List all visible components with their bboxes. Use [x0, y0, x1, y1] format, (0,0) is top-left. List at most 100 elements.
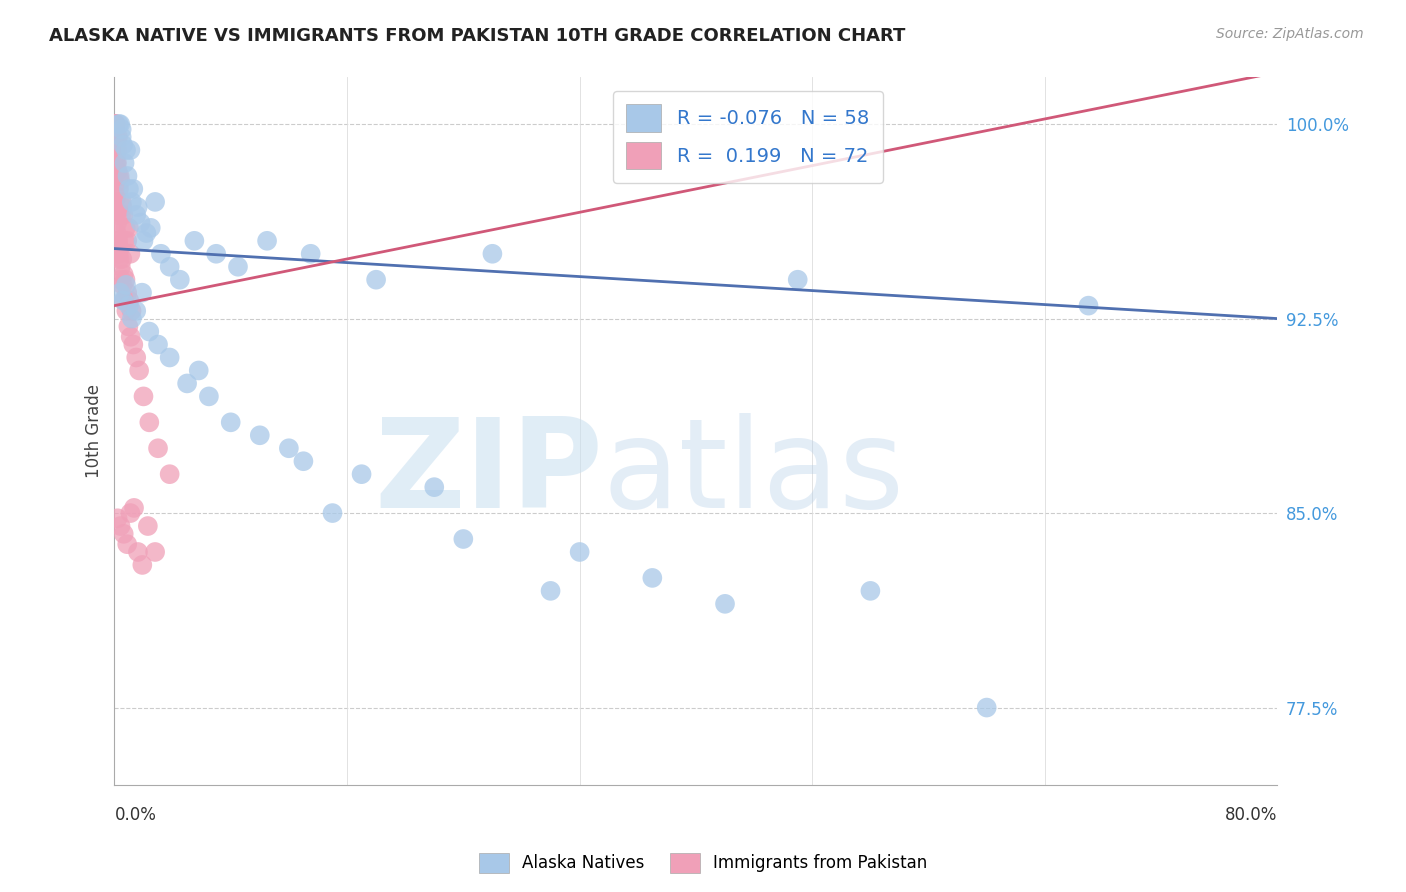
Point: [714, 597, 737, 611]
Point: [107, 246, 129, 260]
Point: [122, 500, 145, 515]
Point: [138, 325, 160, 339]
Y-axis label: 10th Grade: 10th Grade: [86, 384, 103, 478]
Point: [104, 130, 127, 145]
Point: [105, 143, 128, 157]
Point: [107, 130, 129, 145]
Point: [122, 337, 145, 351]
Point: [256, 234, 278, 248]
Point: [249, 428, 271, 442]
Point: [159, 467, 181, 482]
Point: [121, 194, 143, 209]
Point: [111, 252, 134, 266]
Point: [138, 415, 160, 429]
Point: [129, 216, 152, 230]
Point: [146, 337, 169, 351]
Point: [104, 156, 127, 170]
Point: [115, 537, 138, 551]
Point: [114, 234, 136, 248]
Point: [131, 285, 153, 300]
Legend: Alaska Natives, Immigrants from Pakistan: Alaska Natives, Immigrants from Pakistan: [472, 847, 934, 880]
Point: [568, 545, 591, 559]
Point: [117, 319, 139, 334]
Point: [107, 163, 129, 178]
Point: [125, 351, 148, 365]
Point: [187, 363, 209, 377]
Point: [110, 285, 132, 300]
Point: [115, 303, 138, 318]
Point: [108, 182, 131, 196]
Point: [108, 252, 131, 266]
Point: [107, 117, 129, 131]
Point: [149, 246, 172, 260]
Point: [110, 273, 132, 287]
Point: [183, 234, 205, 248]
Point: [110, 208, 132, 222]
Point: [112, 526, 135, 541]
Point: [127, 200, 149, 214]
Point: [110, 519, 132, 533]
Point: [540, 583, 562, 598]
Point: [105, 216, 128, 230]
Point: [277, 442, 299, 456]
Point: [453, 532, 475, 546]
Point: [112, 268, 135, 282]
Point: [143, 194, 166, 209]
Point: [115, 234, 138, 248]
Point: [107, 234, 129, 248]
Point: [110, 174, 132, 188]
Point: [115, 285, 138, 300]
Point: [641, 571, 664, 585]
Point: [117, 169, 139, 183]
Point: [132, 389, 155, 403]
Point: [104, 117, 127, 131]
Point: [104, 122, 127, 136]
Point: [108, 169, 131, 183]
Point: [364, 273, 387, 287]
Point: [127, 545, 149, 559]
Point: [111, 277, 134, 292]
Point: [120, 143, 142, 157]
Point: [110, 260, 132, 274]
Point: [423, 480, 446, 494]
Legend: R = -0.076   N = 58, R =  0.199   N = 72: R = -0.076 N = 58, R = 0.199 N = 72: [613, 91, 883, 183]
Point: [104, 117, 127, 131]
Point: [118, 182, 141, 196]
Point: [112, 208, 135, 222]
Point: [159, 351, 181, 365]
Point: [125, 303, 148, 318]
Point: [120, 506, 142, 520]
Point: [299, 246, 322, 260]
Point: [110, 117, 132, 131]
Point: [114, 156, 136, 170]
Point: [104, 137, 127, 152]
Point: [121, 303, 143, 318]
Point: [105, 226, 128, 240]
Point: [107, 169, 129, 183]
Text: 80.0%: 80.0%: [1225, 806, 1278, 824]
Point: [219, 415, 242, 429]
Point: [111, 130, 134, 145]
Point: [114, 220, 136, 235]
Point: [105, 156, 128, 170]
Point: [104, 143, 127, 157]
Point: [111, 194, 134, 209]
Point: [136, 519, 159, 533]
Point: [115, 143, 138, 157]
Point: [118, 293, 141, 308]
Point: [120, 246, 142, 260]
Point: [139, 220, 162, 235]
Point: [121, 311, 143, 326]
Point: [105, 156, 128, 170]
Point: [114, 273, 136, 287]
Text: ALASKA NATIVE VS IMMIGRANTS FROM PAKISTAN 10TH GRADE CORRELATION CHART: ALASKA NATIVE VS IMMIGRANTS FROM PAKISTA…: [49, 27, 905, 45]
Point: [111, 200, 134, 214]
Point: [104, 182, 127, 196]
Point: [135, 226, 157, 240]
Point: [292, 454, 315, 468]
Point: [104, 208, 127, 222]
Point: [104, 122, 127, 136]
Point: [105, 190, 128, 204]
Text: 0.0%: 0.0%: [114, 806, 156, 824]
Point: [132, 234, 155, 248]
